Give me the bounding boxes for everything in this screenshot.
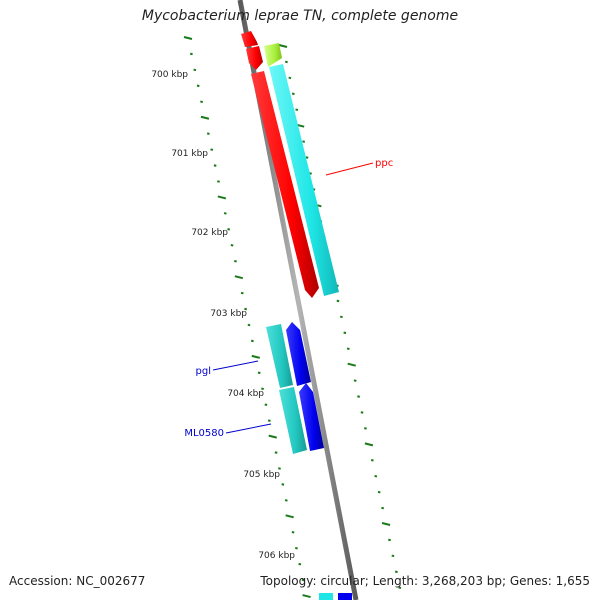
inner-ruler-minor-tick	[264, 403, 268, 406]
gene-label-ppc: ppc	[375, 158, 393, 169]
ruler-inner	[183, 36, 311, 599]
outer-ruler-minor-tick	[377, 490, 381, 494]
outer-ruler-minor-tick	[336, 299, 340, 303]
inner-ruler-major-tick	[183, 36, 193, 40]
inner-ruler-minor-tick	[244, 307, 248, 311]
tick-label-703: 703 kbp	[210, 309, 247, 319]
tick-label-700: 700 kbp	[151, 70, 188, 80]
inner-ruler-minor-tick	[210, 148, 214, 151]
inner-ruler-major-tick	[251, 354, 261, 359]
inner-ruler-minor-tick	[261, 387, 264, 391]
gene-green	[264, 43, 282, 67]
inner-ruler-minor-tick	[227, 228, 231, 231]
outer-ruler-minor-tick	[291, 92, 295, 96]
inner-ruler-minor-tick	[223, 212, 227, 215]
gene-pgl-teal	[266, 324, 293, 388]
outer-ruler-minor-tick	[363, 427, 367, 430]
inner-ruler-minor-tick	[291, 530, 295, 534]
inner-ruler-minor-tick	[301, 578, 305, 582]
inner-ruler-minor-tick	[189, 52, 193, 56]
gene-red-small-1	[241, 31, 258, 47]
gene-bottom-cyan	[319, 593, 333, 600]
inner-ruler-minor-tick	[196, 84, 200, 88]
inner-ruler-major-tick	[234, 275, 244, 280]
gene-cyan-long	[269, 64, 339, 296]
outer-ruler-minor-tick	[391, 554, 395, 558]
outer-ruler-minor-tick	[295, 108, 299, 112]
inner-ruler-major-tick	[302, 594, 311, 599]
inner-ruler-minor-tick	[200, 100, 203, 104]
ml0580-leader-line	[225, 423, 272, 434]
inner-ruler-minor-tick	[206, 132, 210, 135]
inner-ruler-minor-tick	[284, 499, 288, 502]
genome-summary-text: Topology: circular; Length: 3,268,203 bp…	[260, 574, 590, 588]
inner-ruler-major-tick	[200, 115, 210, 120]
outer-ruler-minor-tick	[284, 60, 288, 64]
inner-ruler-minor-tick	[274, 451, 278, 454]
gene-label-ml0580: ML0580	[184, 428, 224, 439]
inner-ruler-minor-tick	[193, 68, 197, 72]
tick-label-705: 705 kbp	[243, 470, 280, 480]
outer-ruler-major-tick	[381, 522, 391, 526]
outer-ruler-minor-tick	[388, 538, 391, 542]
inner-ruler-minor-tick	[213, 164, 217, 167]
inner-ruler-minor-tick	[217, 180, 220, 183]
outer-ruler-minor-tick	[374, 474, 378, 478]
outer-ruler-minor-tick	[353, 379, 357, 382]
inner-ruler-minor-tick	[230, 244, 234, 247]
gene-ml0580-teal	[279, 387, 307, 454]
inner-ruler-minor-tick	[278, 467, 281, 470]
ppc-leader-line	[325, 162, 374, 176]
outer-ruler-minor-tick	[346, 347, 350, 351]
inner-ruler-minor-tick	[250, 339, 254, 343]
gene-red-small-2	[246, 46, 263, 70]
gene-ppc-arrow	[251, 71, 319, 298]
tick-label-701: 701 kbp	[171, 149, 208, 159]
outer-ruler-minor-tick	[370, 459, 374, 462]
outer-ruler-minor-tick	[357, 395, 361, 398]
tick-label-704: 704 kbp	[227, 389, 264, 399]
outer-ruler-minor-tick	[381, 506, 385, 510]
tick-label-706: 706 kbp	[258, 551, 295, 561]
tick-label-702: 702 kbp	[191, 228, 228, 238]
outer-ruler-minor-tick	[288, 76, 292, 80]
inner-ruler-minor-tick	[240, 291, 244, 295]
outer-ruler-minor-tick	[305, 156, 309, 159]
inner-ruler-minor-tick	[298, 562, 302, 566]
outer-ruler-minor-tick	[339, 315, 343, 319]
outer-ruler-minor-tick	[398, 586, 402, 590]
inner-ruler-minor-tick	[257, 371, 261, 375]
inner-ruler-major-tick	[217, 195, 227, 200]
outer-ruler-minor-tick	[343, 331, 347, 335]
outer-ruler-minor-tick	[394, 570, 398, 574]
inner-ruler-minor-tick	[294, 546, 298, 550]
outer-ruler-major-tick	[347, 362, 356, 367]
outer-ruler-major-tick	[364, 442, 374, 447]
outer-ruler-minor-tick	[360, 411, 364, 414]
inner-ruler-minor-tick	[233, 259, 237, 263]
map-title: Mycobacterium leprae TN, complete genome	[141, 8, 459, 24]
pgl-leader-line	[212, 360, 259, 371]
inner-ruler-major-tick	[285, 514, 294, 519]
gene-bottom-blue	[338, 593, 352, 600]
inner-ruler-major-tick	[268, 434, 277, 439]
gene-ml0580-arrow	[299, 383, 324, 451]
outer-ruler-minor-tick	[302, 140, 306, 143]
accession-text: Accession: NC_002677	[9, 574, 146, 588]
inner-ruler-minor-tick	[267, 419, 271, 422]
inner-ruler-minor-tick	[281, 483, 285, 486]
inner-ruler-minor-tick	[247, 323, 251, 327]
gene-label-pgl: pgl	[196, 366, 211, 377]
outer-ruler-major-tick	[278, 44, 288, 48]
gene-pgl-arrow	[286, 322, 311, 386]
